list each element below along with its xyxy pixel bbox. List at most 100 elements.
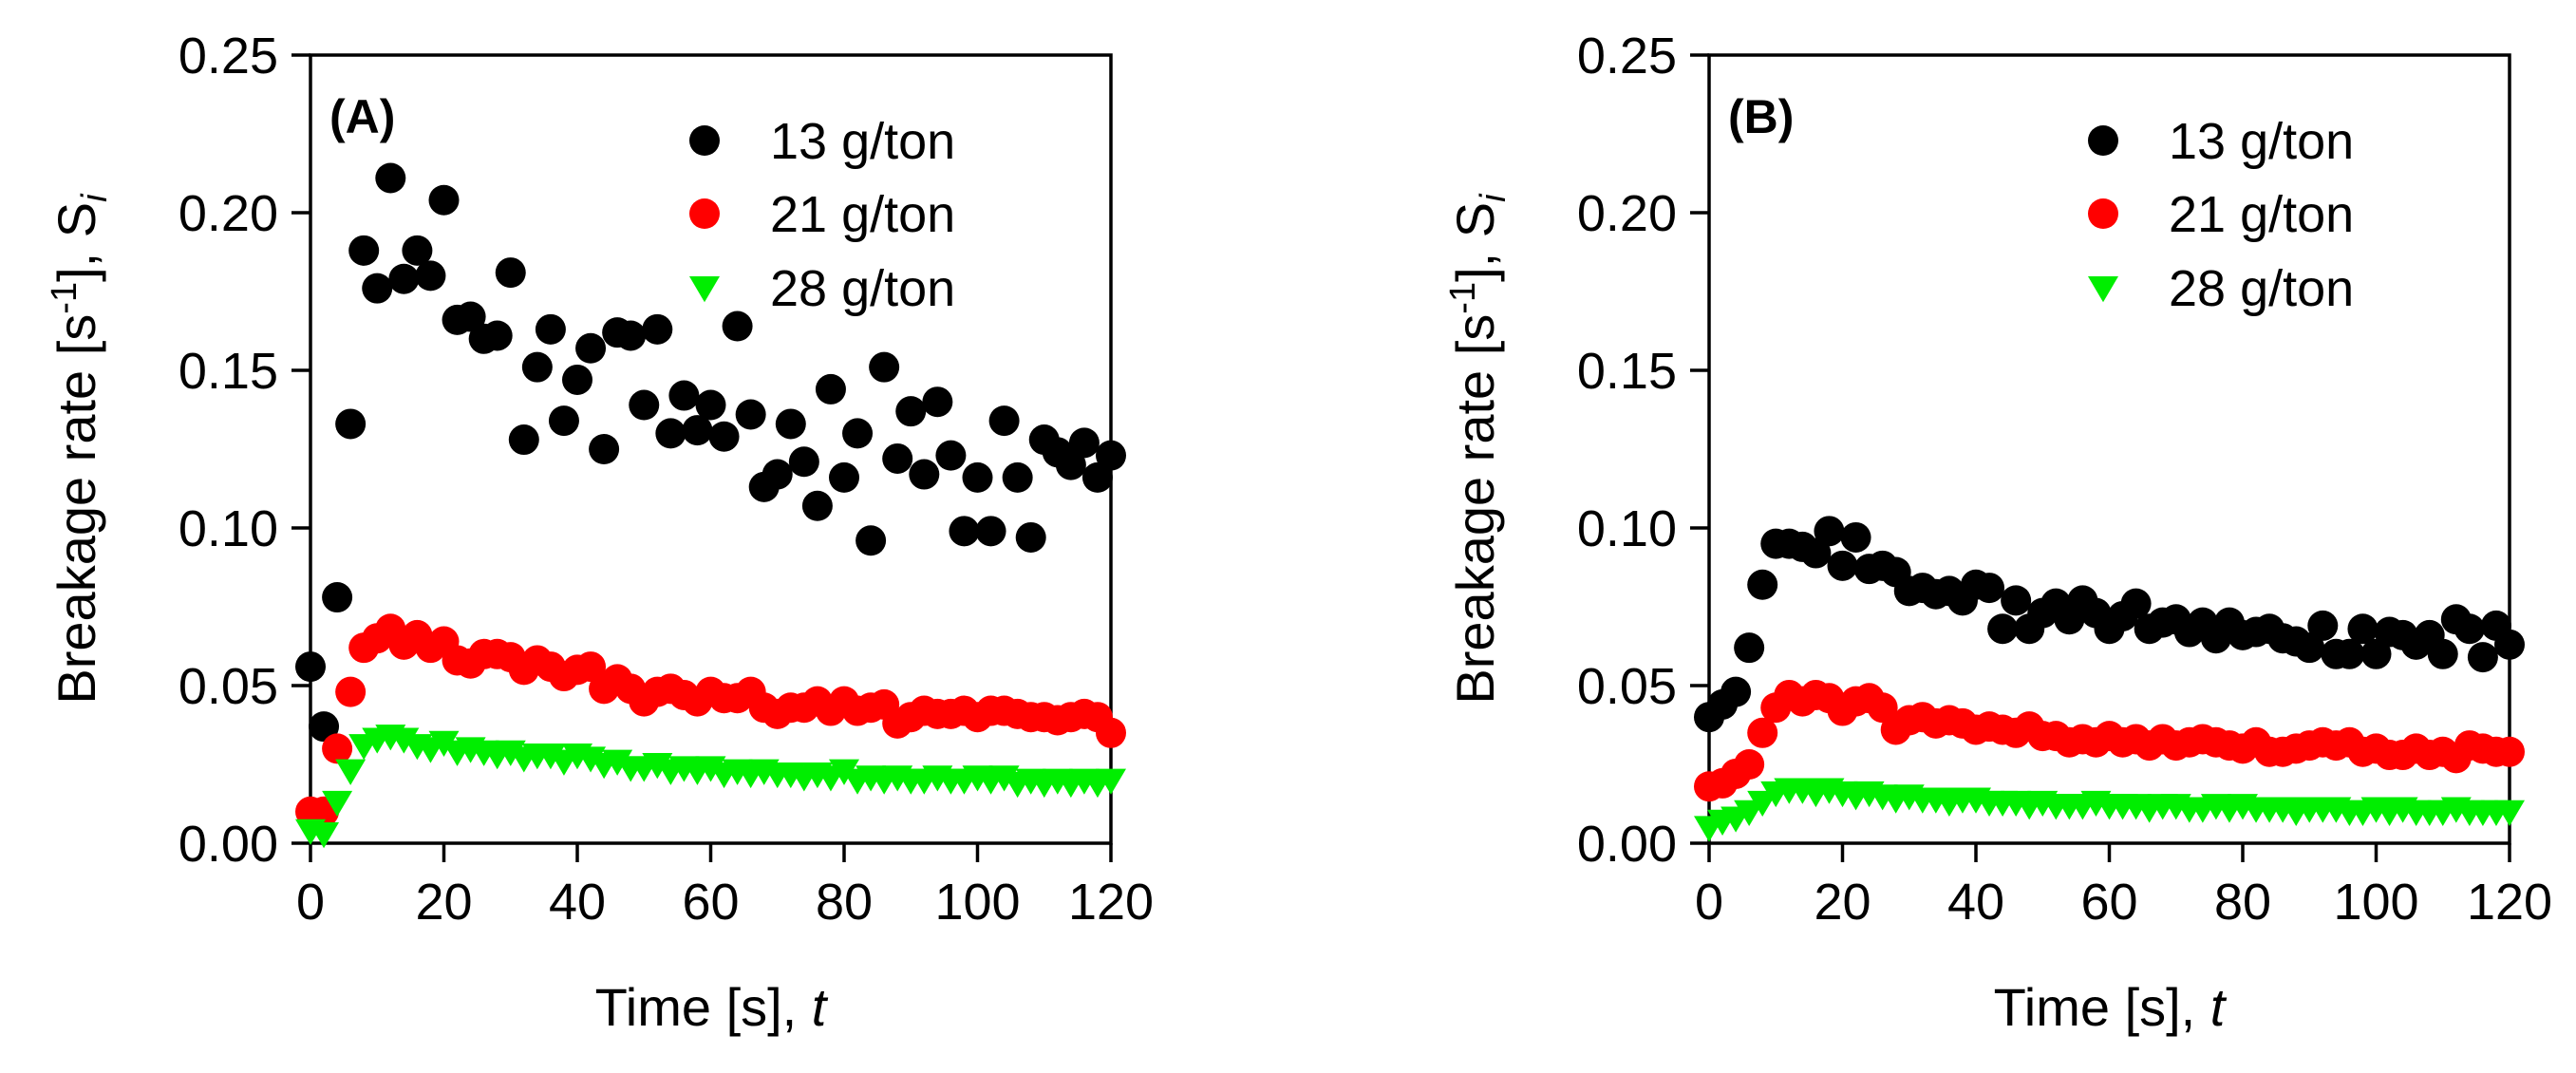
- data-point: [455, 301, 486, 332]
- data-point: [1814, 516, 1845, 547]
- data-point: [856, 525, 887, 556]
- data-point: [1096, 717, 1126, 748]
- series-21-g-ton: [1694, 679, 2525, 802]
- data-point: [322, 790, 353, 818]
- x-axis-variable: t: [2210, 977, 2228, 1037]
- x-tick-label: 80: [2214, 874, 2271, 931]
- y-axis-title-text: Breakage rate [s: [1445, 314, 1505, 705]
- legend-marker: [2088, 276, 2118, 303]
- legend-marker: [689, 198, 720, 229]
- panel-label: (A): [329, 90, 395, 143]
- data-point: [2467, 642, 2498, 673]
- data-point: [1734, 632, 1765, 664]
- data-point: [335, 759, 367, 785]
- data-point: [309, 711, 340, 743]
- data-point: [575, 651, 607, 683]
- y-tick-label: 0.20: [179, 185, 278, 242]
- data-point: [1974, 573, 2005, 604]
- y-tick-label: 0.10: [179, 500, 278, 557]
- x-axis-title-text: Time [s],: [1994, 977, 2210, 1037]
- data-point: [668, 380, 700, 411]
- data-point: [1747, 569, 1778, 600]
- legend-marker: [689, 125, 720, 156]
- series-21-g-ton: [295, 613, 1126, 827]
- data-point: [1720, 676, 1752, 707]
- data-point: [402, 235, 433, 266]
- data-point: [1987, 613, 2019, 645]
- panel-label: (B): [1728, 90, 1794, 143]
- data-point: [362, 273, 393, 304]
- data-point: [922, 386, 953, 418]
- legend-label: 28 g/ton: [2169, 260, 2354, 317]
- data-point: [629, 389, 660, 421]
- data-point: [388, 263, 420, 294]
- data-point: [2334, 638, 2365, 669]
- data-point: [295, 651, 326, 683]
- data-point: [1096, 440, 1126, 471]
- legend-marker: [2088, 125, 2118, 156]
- data-point: [508, 424, 539, 456]
- x-tick-label: 40: [1947, 874, 2004, 931]
- x-tick-label: 60: [682, 874, 739, 931]
- y-tick-label: 0.10: [1577, 500, 1677, 557]
- y-axis-title-tail: ], S: [1445, 202, 1505, 282]
- y-axis-title-tail: ], S: [47, 202, 106, 282]
- data-point: [682, 415, 713, 446]
- data-point: [655, 418, 686, 449]
- data-point: [575, 332, 607, 364]
- data-point: [788, 446, 819, 478]
- data-point: [322, 733, 353, 764]
- data-point: [988, 405, 1020, 437]
- data-point: [2454, 613, 2485, 645]
- x-tick-label: 20: [1814, 874, 1871, 931]
- data-point: [895, 396, 927, 427]
- x-axis-title: Time [s], t: [1994, 977, 2228, 1037]
- data-point: [428, 184, 460, 216]
- legend-label: 21 g/ton: [770, 186, 955, 243]
- data-point: [2494, 736, 2525, 767]
- y-tick-label: 0.15: [1577, 343, 1677, 400]
- x-tick-label: 20: [415, 874, 472, 931]
- data-point: [1827, 550, 1858, 581]
- y-axis-title: Breakage rate [s-1], Si: [1443, 193, 1514, 705]
- x-axis-title-text: Time [s],: [595, 977, 812, 1037]
- y-tick-label: 0.20: [1577, 185, 1677, 242]
- data-point: [975, 516, 1006, 547]
- data-point: [1002, 461, 1033, 493]
- x-tick-label: 80: [816, 874, 873, 931]
- y-tick-label: 0.00: [1577, 816, 1677, 873]
- y-tick-label: 0.05: [1577, 658, 1677, 715]
- legend-marker: [689, 276, 720, 303]
- data-point: [829, 461, 859, 493]
- data-point: [495, 257, 526, 289]
- series-28-g-ton: [295, 725, 1126, 849]
- data-point: [708, 421, 740, 452]
- x-tick-label: 60: [2080, 874, 2137, 931]
- data-point: [695, 389, 726, 421]
- data-point: [1800, 537, 1832, 569]
- y-tick-label: 0.00: [179, 816, 278, 873]
- data-point: [1867, 692, 1898, 724]
- data-point: [2494, 800, 2525, 826]
- data-point: [2360, 638, 2392, 669]
- y-tick-label: 0.15: [179, 343, 278, 400]
- data-point: [949, 516, 980, 547]
- chart-panel-b: 0.00 0.05 0.10 0.15 0.20 0.25 0 20 40 60 80 100 120 T…: [1443, 28, 2552, 1037]
- data-point: [309, 822, 340, 849]
- data-point: [481, 320, 513, 351]
- data-point: [642, 313, 673, 345]
- data-point: [415, 260, 446, 292]
- data-point: [428, 730, 460, 757]
- data-point: [562, 364, 592, 395]
- data-point: [348, 235, 380, 266]
- data-point: [842, 418, 874, 449]
- data-point: [589, 434, 620, 464]
- x-axis-title: Time [s], t: [595, 977, 829, 1037]
- x-tick-label: 100: [2333, 874, 2418, 931]
- legend-marker: [2088, 198, 2118, 229]
- data-point: [1081, 461, 1113, 493]
- legend-label: 13 g/ton: [2169, 113, 2354, 170]
- x-tick-label: 120: [2467, 874, 2552, 931]
- series-13-g-ton: [295, 162, 1126, 743]
